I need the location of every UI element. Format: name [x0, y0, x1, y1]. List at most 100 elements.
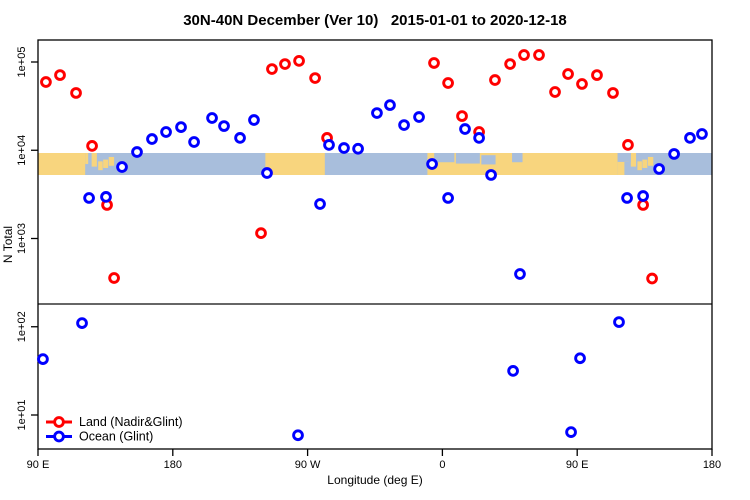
map-band-land	[85, 153, 89, 164]
ocean-point	[323, 139, 335, 151]
ocean-point	[442, 192, 454, 204]
legend-label: Ocean (Glint)	[79, 430, 153, 444]
map-band-land	[265, 153, 325, 175]
ocean-point	[100, 191, 112, 203]
ocean-point	[426, 158, 438, 170]
map-band-land	[103, 159, 109, 168]
ocean-point	[668, 148, 680, 160]
y-tick-label: 1e+03	[16, 223, 28, 254]
land-point	[108, 272, 120, 284]
chart-title: 30N-40N December (Ver 10) 2015-01-01 to …	[183, 12, 567, 29]
map-band-sea-patch	[455, 153, 480, 164]
land-point	[309, 72, 321, 84]
legend-label: Land (Nadir&Glint)	[79, 415, 183, 429]
ocean-point	[371, 107, 383, 119]
ocean-point	[621, 192, 633, 204]
map-band-land	[647, 156, 654, 166]
ocean-point	[352, 142, 364, 155]
ocean-point	[261, 167, 273, 179]
ocean-point	[131, 146, 143, 158]
ocean-point	[76, 317, 88, 329]
y-tick-label: 1e+05	[16, 47, 28, 78]
map-band-land	[642, 159, 648, 168]
land-point	[533, 49, 545, 61]
ocean-point	[398, 119, 410, 131]
x-tick-label: 0	[439, 459, 445, 471]
legend-marker	[53, 430, 65, 443]
map-band-land	[108, 156, 115, 166]
land-point	[266, 63, 278, 75]
land-point	[489, 74, 501, 86]
ocean-point	[459, 123, 471, 135]
land-point	[504, 58, 516, 70]
y-tick-label: 1e+02	[16, 311, 28, 342]
land-point	[607, 87, 619, 99]
x-axis-title: Longitude (deg E)	[327, 473, 422, 487]
land-point	[86, 140, 98, 152]
map-band-land	[637, 161, 642, 171]
x-tick-label: 90 E	[27, 459, 50, 471]
ocean-point	[653, 163, 665, 175]
map-band-land	[630, 153, 637, 167]
y-tick-label: 1e+04	[16, 135, 28, 166]
ocean-point	[37, 353, 49, 365]
ocean-point	[514, 268, 526, 280]
land-point	[591, 69, 603, 81]
ocean-point	[248, 114, 260, 126]
land-point	[70, 87, 82, 99]
y-tick-label: 1e+01	[16, 400, 28, 431]
land-point	[518, 49, 530, 61]
x-tick-label: 180	[164, 459, 182, 471]
ocean-point	[188, 136, 200, 148]
land-point	[646, 272, 658, 285]
ocean-point	[696, 128, 708, 140]
land-point	[428, 57, 440, 69]
land-point	[576, 78, 588, 90]
ocean-point	[485, 169, 497, 181]
map-band-sea-patch	[617, 153, 631, 162]
land-point	[622, 139, 634, 151]
land-point	[562, 68, 574, 80]
ocean-point	[175, 121, 187, 133]
ocean-point	[384, 99, 396, 111]
map-band-land	[617, 161, 625, 175]
land-point	[442, 77, 454, 89]
x-tick-label: 180	[703, 459, 721, 471]
ocean-point	[83, 192, 95, 204]
map-band-land	[98, 161, 103, 171]
ocean-point	[613, 316, 625, 328]
ocean-point	[473, 132, 485, 144]
ocean-point	[637, 190, 649, 202]
ocean-point	[206, 112, 218, 124]
x-tick-label: 90 E	[566, 459, 589, 471]
land-point	[456, 110, 468, 122]
ocean-point	[507, 365, 519, 377]
land-point	[255, 227, 267, 239]
ocean-point	[314, 198, 326, 210]
ocean-point	[116, 161, 128, 173]
map-band-sea-patch	[434, 153, 455, 163]
ocean-point	[574, 352, 586, 365]
ocean-point	[146, 133, 158, 145]
land-point	[279, 58, 291, 70]
ocean-point	[684, 132, 696, 144]
land-point	[549, 86, 561, 98]
map-band-land	[91, 153, 97, 167]
land-point	[637, 199, 649, 211]
land-point	[40, 76, 52, 88]
map-band-land	[38, 153, 86, 175]
map-band-sea-patch	[512, 153, 523, 163]
land-point	[54, 69, 66, 81]
ocean-point	[292, 429, 304, 442]
plot-frame	[37, 39, 713, 450]
ocean-point	[218, 120, 230, 132]
map-band-sea-patch	[481, 155, 496, 165]
ocean-point	[338, 142, 350, 154]
y-axis-title: N Total	[1, 226, 15, 263]
ocean-point	[413, 111, 425, 123]
land-point	[293, 55, 305, 67]
legend-marker	[53, 416, 65, 428]
ocean-point	[160, 126, 172, 138]
